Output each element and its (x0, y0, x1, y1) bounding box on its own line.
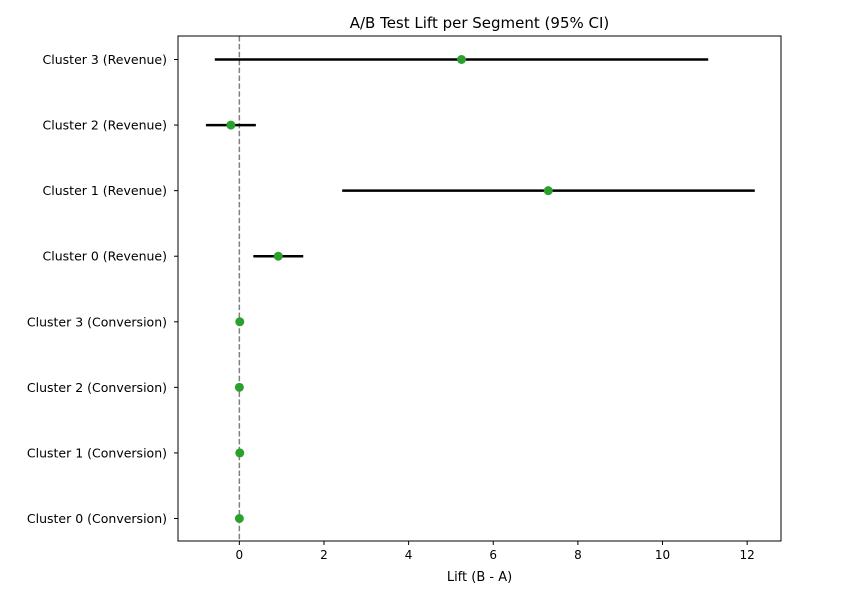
plot-layer: 0 2 4 6 8 10 12 Cluster 0 (Conversion) Cluster 1… (27, 36, 755, 562)
y-tick-label: Cluster 1 (Conversion) (27, 445, 167, 460)
x-tick-label: 12 (740, 548, 755, 562)
chart-title: A/B Test Lift per Segment (95% CI) (350, 14, 610, 32)
x-tick-label: 8 (574, 548, 582, 562)
plot-frame (177, 35, 782, 542)
lift-point (543, 186, 553, 196)
y-tick-label: Cluster 2 (Conversion) (27, 380, 167, 395)
lift-point (235, 317, 245, 327)
x-tick-label: 0 (236, 548, 244, 562)
x-axis-label: Lift (B - A) (447, 570, 512, 585)
lift-point (457, 55, 467, 64)
y-tick-label: Cluster 2 (Revenue) (43, 118, 167, 133)
x-tick-label: 4 (405, 548, 413, 562)
x-tick-label: 2 (320, 548, 328, 562)
y-tick-label: Cluster 0 (Conversion) (27, 511, 167, 526)
lift-point (235, 448, 245, 458)
y-tick-label: Cluster 1 (Revenue) (43, 183, 167, 198)
x-tick-label: 6 (489, 548, 497, 562)
lift-point (226, 120, 236, 130)
y-tick-label: Cluster 3 (Conversion) (27, 314, 167, 329)
lift-point (234, 514, 244, 523)
y-tick-label: Cluster 3 (Revenue) (43, 52, 167, 67)
y-tick-label: Cluster 0 (Revenue) (43, 249, 167, 264)
x-tick-label: 10 (655, 548, 670, 562)
lift-point (273, 251, 283, 261)
lift-point (234, 382, 244, 392)
